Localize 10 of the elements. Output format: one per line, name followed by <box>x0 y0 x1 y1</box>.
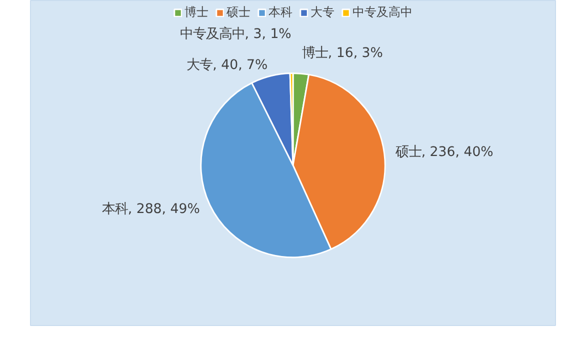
legend-label: 硕士 <box>226 4 250 21</box>
data-label: 硕士, 236, 40% <box>394 144 494 160</box>
data-label: 中专及高中, 3, 1% <box>180 26 292 42</box>
legend-label: 博士 <box>184 4 208 21</box>
data-label: 大专, 40, 7% <box>186 58 268 73</box>
legend-label: 本科 <box>268 4 292 21</box>
legend-label: 中专及高中 <box>352 4 412 21</box>
legend-label: 大专 <box>310 4 334 21</box>
data-label: 本科, 288, 49% <box>102 202 200 218</box>
data-label: 博士, 16, 3% <box>302 46 383 61</box>
